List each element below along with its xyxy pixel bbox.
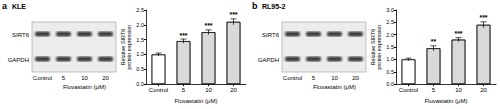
svg-text:SIRT6: SIRT6: [12, 32, 30, 38]
svg-text:0.0: 0.0: [386, 81, 394, 87]
svg-text:Relative SIRT6: Relative SIRT6: [120, 28, 126, 66]
svg-text:Control: Control: [399, 87, 418, 93]
svg-text:a: a: [2, 1, 8, 11]
svg-text:Fluvastatin (μM): Fluvastatin (μM): [63, 84, 106, 90]
svg-text:GAPDH: GAPDH: [8, 57, 29, 63]
svg-text:**: **: [431, 38, 437, 45]
svg-text:SIRT6: SIRT6: [262, 32, 280, 38]
svg-text:Fluvastatin (μM): Fluvastatin (μM): [424, 98, 467, 104]
svg-text:protein expression: protein expression: [376, 25, 382, 70]
svg-text:2.0: 2.0: [136, 22, 144, 28]
svg-text:Control: Control: [149, 87, 168, 93]
svg-text:1.0: 1.0: [136, 51, 144, 57]
svg-text:2.5: 2.5: [386, 19, 394, 25]
svg-text:20: 20: [480, 87, 487, 93]
svg-text:Control: Control: [283, 75, 302, 81]
svg-text:3.0: 3.0: [386, 7, 394, 13]
svg-text:2.5: 2.5: [136, 7, 144, 13]
svg-text:***: ***: [229, 11, 237, 18]
svg-text:***: ***: [204, 22, 212, 29]
svg-text:0.5: 0.5: [386, 69, 394, 75]
svg-text:10: 10: [81, 75, 88, 81]
svg-text:5: 5: [62, 75, 66, 81]
svg-text:20: 20: [102, 75, 109, 81]
svg-text:Fluvastatin (μM): Fluvastatin (μM): [313, 84, 356, 90]
svg-text:10: 10: [455, 87, 462, 93]
svg-text:Fluvastatin (μM): Fluvastatin (μM): [174, 98, 217, 104]
svg-text:1.5: 1.5: [136, 37, 144, 43]
svg-text:RL95-2: RL95-2: [262, 3, 285, 10]
svg-text:1.0: 1.0: [386, 56, 394, 62]
svg-text:20: 20: [230, 87, 237, 93]
svg-text:***: ***: [454, 30, 462, 37]
svg-text:Control: Control: [33, 75, 52, 81]
svg-text:GAPDH: GAPDH: [258, 57, 279, 63]
svg-text:b: b: [252, 1, 258, 11]
svg-text:2.0: 2.0: [386, 32, 394, 38]
svg-text:***: ***: [479, 14, 487, 21]
svg-text:5: 5: [312, 75, 316, 81]
svg-text:10: 10: [331, 75, 338, 81]
svg-text:10: 10: [205, 87, 212, 93]
svg-text:20: 20: [352, 75, 359, 81]
svg-text:5: 5: [432, 87, 436, 93]
svg-text:protein expression: protein expression: [126, 25, 132, 70]
svg-text:1.5: 1.5: [386, 44, 394, 50]
svg-text:***: ***: [179, 32, 187, 39]
svg-text:5: 5: [182, 87, 186, 93]
svg-text:Relative SIRT6: Relative SIRT6: [370, 28, 376, 66]
svg-text:0.0: 0.0: [136, 81, 144, 87]
svg-text:0.5: 0.5: [136, 66, 144, 72]
svg-text:KLE: KLE: [12, 3, 26, 10]
